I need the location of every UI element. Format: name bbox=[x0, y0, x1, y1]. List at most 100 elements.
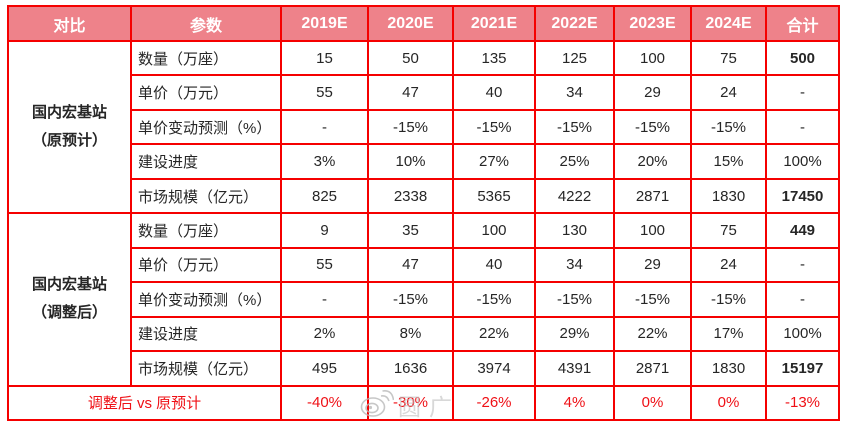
value-cell: 3% bbox=[280, 143, 369, 180]
row-label: 市场规模（亿元） bbox=[130, 350, 282, 387]
footer-value-cell: 4% bbox=[534, 384, 615, 422]
value-cell: 1636 bbox=[367, 350, 454, 387]
value-cell: 100 bbox=[613, 39, 692, 77]
value-cell: 55 bbox=[280, 74, 369, 111]
value-cell: 15 bbox=[280, 39, 369, 77]
value-cell: 29 bbox=[613, 246, 692, 284]
header-row: 对比 参数 2019E 2020E 2021E 2022E 2023E 2024E 合计 bbox=[7, 5, 840, 42]
value-cell: -15% bbox=[690, 281, 767, 318]
footer-value-cell: -26% bbox=[452, 384, 536, 422]
column-header-1: 参数 bbox=[130, 5, 282, 42]
comparison-table: 对比 参数 2019E 2020E 2021E 2022E 2023E 2024E 合计 国内宏… bbox=[7, 5, 840, 422]
value-cell: 1830 bbox=[690, 350, 767, 387]
value-cell: 50 bbox=[367, 39, 454, 77]
row-label: 市场规模（亿元） bbox=[130, 177, 282, 215]
value-cell: 100 bbox=[452, 212, 536, 249]
table-row: 市场规模（亿元） 495 1636 3974 4391 2871 1830 15197 bbox=[8, 350, 840, 387]
column-header-2: 2019E bbox=[280, 5, 369, 42]
value-cell: 135 bbox=[452, 39, 536, 77]
value-cell: 825 bbox=[280, 177, 369, 215]
value-cell: 15% bbox=[690, 143, 767, 180]
value-cell: - bbox=[280, 108, 369, 146]
footer-value-cell: 0% bbox=[690, 384, 767, 422]
value-cell: 2338 bbox=[367, 177, 454, 215]
total-cell: - bbox=[765, 74, 840, 111]
value-cell: 495 bbox=[280, 350, 369, 387]
row-label: 单价（万元） bbox=[130, 74, 282, 111]
group-label-0: 国内宏基站 （原预计） bbox=[7, 39, 132, 215]
value-cell: 3974 bbox=[452, 350, 536, 387]
total-cell: 449 bbox=[765, 212, 840, 249]
row-label: 单价变动预测（%） bbox=[130, 281, 282, 318]
group-label-1: 国内宏基站 （调整后） bbox=[7, 212, 132, 387]
value-cell: -15% bbox=[690, 108, 767, 146]
table-row: 国内宏基站 （原预计） 数量（万座） 15 50 135 125 100 75 500 bbox=[7, 39, 840, 215]
total-cell: 17450 bbox=[765, 177, 840, 215]
column-header-6: 2023E bbox=[613, 5, 692, 42]
row-label: 建设进度 bbox=[130, 143, 282, 180]
column-header-8: 合计 bbox=[765, 5, 840, 42]
value-cell: 24 bbox=[690, 74, 767, 111]
column-header-3: 2020E bbox=[367, 5, 454, 42]
value-cell: 22% bbox=[613, 315, 692, 353]
value-cell: -15% bbox=[613, 281, 692, 318]
footer-value-cell: 0% bbox=[613, 384, 692, 422]
column-header-4: 2021E bbox=[452, 5, 536, 42]
row-label: 数量（万座） bbox=[130, 212, 282, 249]
value-cell: 25% bbox=[534, 143, 615, 180]
footer-row: 调整后 vs 原预计 -40% -30% -26% 4% 0% 0% -13% bbox=[7, 384, 840, 422]
value-cell: 4391 bbox=[534, 350, 615, 387]
table-row: 市场规模（亿元） 825 2338 5365 4222 2871 1830 17450 bbox=[8, 177, 840, 215]
value-cell: -15% bbox=[452, 281, 536, 318]
value-cell: 40 bbox=[452, 246, 536, 284]
value-cell: 27% bbox=[452, 143, 536, 180]
total-cell: - bbox=[765, 108, 840, 146]
column-header-7: 2024E bbox=[690, 5, 767, 42]
value-cell: -15% bbox=[534, 108, 615, 146]
value-cell: 9 bbox=[280, 212, 369, 249]
value-cell: 100 bbox=[613, 212, 692, 249]
value-cell: -15% bbox=[367, 108, 454, 146]
value-cell: 2871 bbox=[613, 350, 692, 387]
table-row: 建设进度 3% 10% 27% 25% 20% 15% 100% bbox=[8, 143, 840, 180]
total-cell: 500 bbox=[765, 39, 840, 77]
value-cell: -15% bbox=[534, 281, 615, 318]
value-cell: 125 bbox=[534, 39, 615, 77]
table-row: 单价变动预测（%） - -15% -15% -15% -15% -15% - bbox=[8, 281, 840, 318]
total-cell: 100% bbox=[765, 143, 840, 180]
value-cell: 75 bbox=[690, 212, 767, 249]
total-cell: 15197 bbox=[765, 350, 840, 387]
table-body: 国内宏基站 （原预计） 数量（万座） 15 50 135 125 100 75 500 单价（万元）… bbox=[7, 39, 840, 422]
value-cell: 34 bbox=[534, 246, 615, 284]
footer-value-cell: -13% bbox=[765, 384, 840, 422]
value-cell: 130 bbox=[534, 212, 615, 249]
total-cell: 100% bbox=[765, 315, 840, 353]
value-cell: 75 bbox=[690, 39, 767, 77]
value-cell: 8% bbox=[367, 315, 454, 353]
row-label: 单价变动预测（%） bbox=[130, 108, 282, 146]
column-header-0: 对比 bbox=[7, 5, 132, 42]
value-cell: 1830 bbox=[690, 177, 767, 215]
value-cell: 47 bbox=[367, 246, 454, 284]
value-cell: 47 bbox=[367, 74, 454, 111]
value-cell: -15% bbox=[452, 108, 536, 146]
row-label: 数量（万座） bbox=[130, 39, 282, 77]
value-cell: -15% bbox=[613, 108, 692, 146]
table-row: 单价（万元） 55 47 40 34 29 24- bbox=[8, 74, 840, 111]
footer-label: 调整后 vs 原预计 bbox=[7, 384, 282, 422]
table-row: 单价变动预测（%） - -15% -15% -15% -15% -15% - bbox=[8, 108, 840, 146]
value-cell: 29 bbox=[613, 74, 692, 111]
value-cell: 40 bbox=[452, 74, 536, 111]
value-cell: 5365 bbox=[452, 177, 536, 215]
table-row: 单价（万元） 55 47 40 34 29 24- bbox=[8, 246, 840, 284]
value-cell: 29% bbox=[534, 315, 615, 353]
row-label: 单价（万元） bbox=[130, 246, 282, 284]
footer-value-cell: -30% bbox=[367, 384, 454, 422]
value-cell: 24 bbox=[690, 246, 767, 284]
footer-value-cell: -40% bbox=[280, 384, 369, 422]
value-cell: 10% bbox=[367, 143, 454, 180]
value-cell: 34 bbox=[534, 74, 615, 111]
value-cell: 2871 bbox=[613, 177, 692, 215]
value-cell: 17% bbox=[690, 315, 767, 353]
